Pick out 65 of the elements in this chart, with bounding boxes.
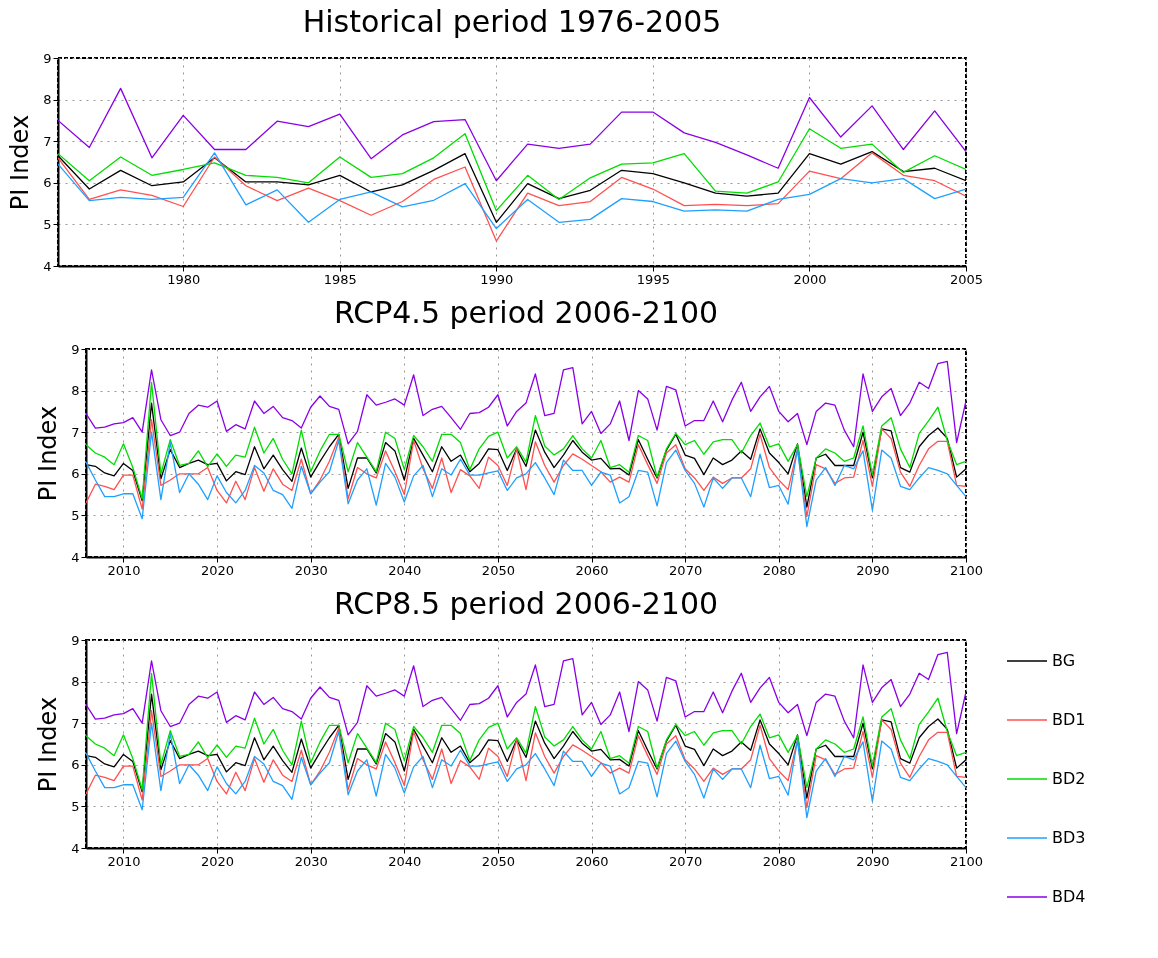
- x-tick-label: 2050: [481, 853, 515, 869]
- x-tick-label: 2070: [669, 853, 703, 869]
- legend-label: BD1: [1052, 710, 1086, 729]
- line-series: [86, 651, 966, 739]
- x-tick-label: 2010: [107, 853, 141, 869]
- y-axis-title: PI Index: [34, 696, 63, 793]
- x-tick-label: 2040: [388, 853, 422, 869]
- x-tick-label: 2005: [949, 271, 984, 287]
- y-tick-label: 6: [71, 466, 80, 482]
- x-tick-label: 2040: [388, 562, 422, 578]
- y-tick-label: 7: [71, 715, 80, 731]
- line-series: [86, 419, 966, 518]
- x-tick-label: 2020: [201, 853, 235, 869]
- x-tick-label: 2060: [575, 562, 609, 578]
- line-series: [86, 722, 966, 819]
- y-axis-title: PI Index: [34, 405, 63, 502]
- x-tick-label: 2090: [856, 853, 890, 869]
- y-tick-label: 6: [43, 175, 52, 191]
- x-tick-label: 2080: [762, 562, 796, 578]
- x-tick-label: 2080: [762, 853, 796, 869]
- y-tick-label: 7: [43, 133, 52, 149]
- legend-label: BD4: [1052, 887, 1086, 906]
- line-series: [86, 360, 966, 448]
- y-tick-label: 7: [71, 424, 80, 440]
- y-axis-title: PI Index: [6, 114, 35, 211]
- x-tick-label: 2010: [107, 562, 141, 578]
- y-tick-label: 4: [43, 258, 52, 274]
- x-tick-label: 2050: [481, 562, 515, 578]
- line-series: [86, 672, 966, 791]
- x-tick-label: 2070: [669, 562, 703, 578]
- y-tick-label: 4: [71, 549, 80, 565]
- x-tick-label: 1995: [636, 271, 670, 287]
- y-tick-label: 8: [43, 92, 52, 108]
- x-tick-label: 2100: [949, 562, 984, 578]
- x-tick-label: 2060: [575, 853, 609, 869]
- line-series: [58, 128, 966, 212]
- x-tick-label: 2030: [294, 562, 328, 578]
- x-tick-label: 2030: [294, 853, 328, 869]
- legend-label: BD2: [1052, 769, 1086, 788]
- x-tick-label: 2090: [856, 562, 890, 578]
- y-tick-label: 9: [71, 632, 80, 648]
- line-series: [86, 381, 966, 500]
- y-tick-label: 6: [71, 757, 80, 773]
- x-tick-label: 2020: [201, 562, 235, 578]
- y-tick-label: 8: [71, 674, 80, 690]
- x-tick-label: 1980: [167, 271, 201, 287]
- line-series: [86, 710, 966, 809]
- y-tick-label: 9: [71, 341, 80, 357]
- legend-label: BG: [1052, 651, 1076, 670]
- legend-label: BD3: [1052, 828, 1086, 847]
- x-tick-label: 2000: [793, 271, 827, 287]
- y-tick-label: 4: [71, 840, 80, 856]
- x-tick-label: 1990: [480, 271, 514, 287]
- y-tick-label: 5: [43, 216, 52, 232]
- x-tick-label: 2100: [949, 853, 984, 869]
- chart-title: RCP4.5 period 2006-2100: [333, 295, 719, 330]
- chart-title: Historical period 1976-2005: [302, 4, 722, 39]
- line-series: [86, 431, 966, 528]
- y-tick-label: 5: [71, 798, 80, 814]
- y-tick-label: 9: [43, 50, 52, 66]
- x-tick-label: 1985: [323, 271, 357, 287]
- y-tick-label: 8: [71, 383, 80, 399]
- y-tick-label: 5: [71, 507, 80, 523]
- chart-title: RCP8.5 period 2006-2100: [333, 586, 719, 621]
- line-series: [58, 87, 966, 182]
